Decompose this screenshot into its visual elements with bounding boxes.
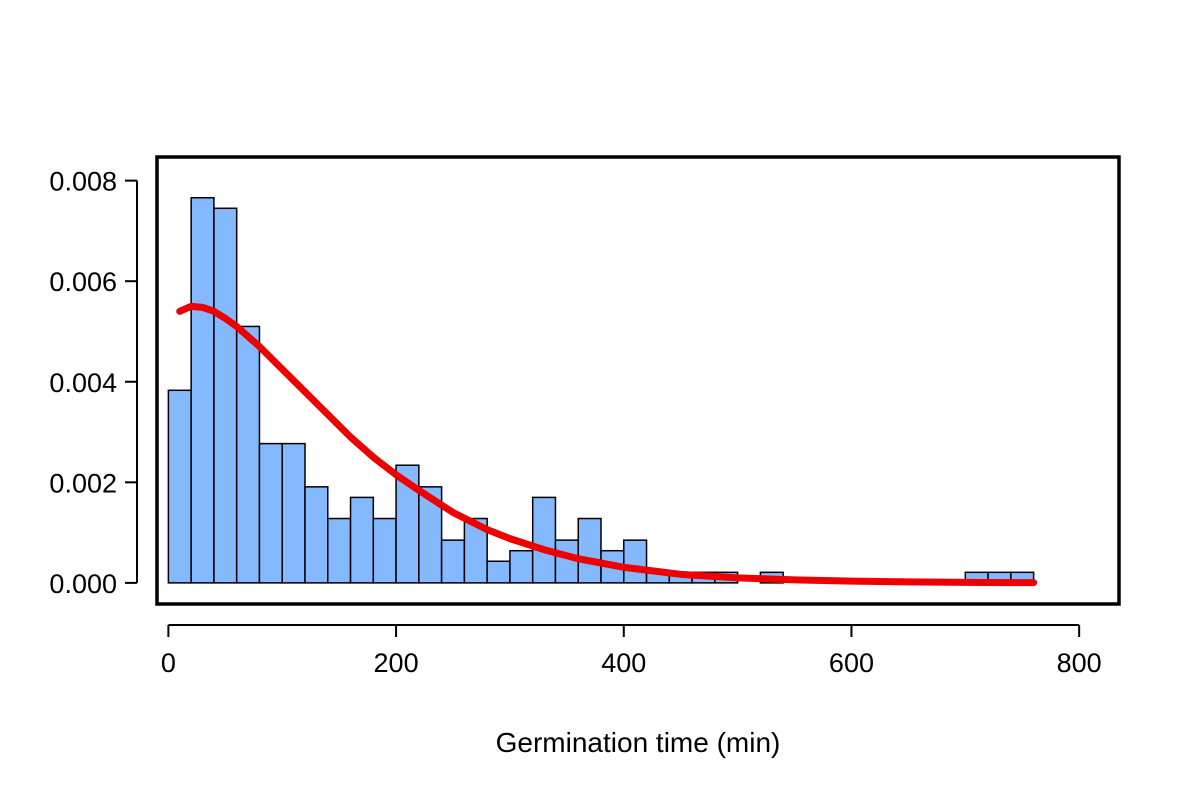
histogram-bar-18 [577,517,602,584]
x-tick-label-0: 0 [161,648,176,678]
x-tick-label-1: 200 [374,648,419,678]
x-tick-label-2: 400 [601,648,646,678]
histogram-bar-2 [213,207,238,584]
histogram-bar-15 [509,549,534,584]
histogram-bar-20 [623,539,648,584]
histogram-bar-8 [349,496,375,584]
histogram-bars [167,196,1035,584]
histogram-bar-16 [531,496,557,584]
y-tick-label-2: 0.004 [49,368,117,398]
histogram-bar-17 [554,539,579,584]
histogram-bar-6 [304,486,329,584]
x-tick-label-3: 600 [829,648,874,678]
y-tick-label-1: 0.002 [49,468,117,498]
y-tick-label-4: 0.008 [49,167,117,197]
y-axis: 0.000 0.002 0.004 0.006 0.008 [49,167,138,599]
histogram-bar-0 [167,389,192,584]
histogram-bar-11 [418,486,443,584]
histogram-bar-14 [486,560,511,584]
histogram-bar-9 [372,517,397,584]
histogram-bar-3 [235,325,261,584]
histogram-bar-4 [258,442,283,584]
histogram-bar-12 [440,539,466,584]
histogram-bar-5 [281,442,306,584]
fitted-density-curve [176,302,1038,587]
histogram-bar-1 [190,196,215,584]
histogram-bar-7 [327,517,352,584]
x-axis-label: Germination time (min) [496,727,781,758]
y-tick-label-3: 0.006 [49,267,117,297]
histogram-bar-13 [463,517,488,584]
x-tick-label-4: 800 [1057,648,1102,678]
x-axis: 0 200 400 600 800 [161,624,1102,678]
plot-frame [155,155,1121,606]
y-tick-label-0: 0.000 [49,569,117,599]
